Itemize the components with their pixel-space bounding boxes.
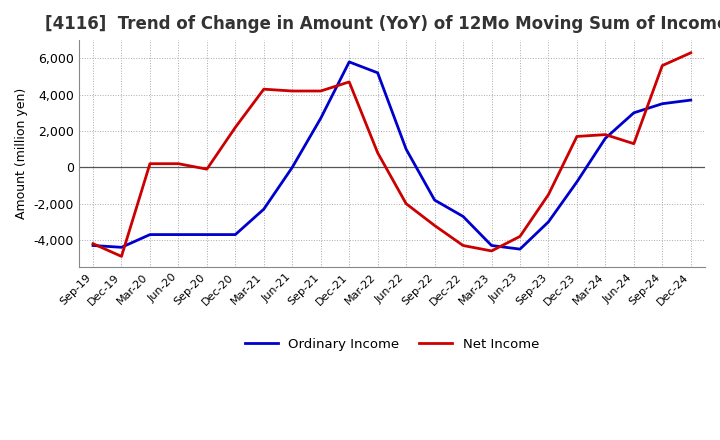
- Net Income: [231, 125, 240, 130]
- Net Income: [174, 161, 183, 166]
- Net Income: [316, 88, 325, 94]
- Ordinary Income: [259, 206, 268, 212]
- Net Income: [374, 150, 382, 155]
- Net Income: [544, 192, 553, 197]
- Net Income: [601, 132, 610, 137]
- Ordinary Income: [117, 245, 126, 250]
- Ordinary Income: [544, 219, 553, 224]
- Ordinary Income: [629, 110, 638, 115]
- Net Income: [658, 63, 667, 68]
- Ordinary Income: [202, 232, 211, 237]
- Net Income: [402, 201, 410, 206]
- Ordinary Income: [459, 214, 467, 219]
- Ordinary Income: [288, 165, 297, 170]
- Net Income: [686, 50, 695, 55]
- Legend: Ordinary Income, Net Income: Ordinary Income, Net Income: [240, 333, 544, 356]
- Net Income: [487, 248, 496, 253]
- Ordinary Income: [145, 232, 154, 237]
- Ordinary Income: [231, 232, 240, 237]
- Ordinary Income: [374, 70, 382, 76]
- Ordinary Income: [431, 198, 439, 203]
- Net Income: [459, 243, 467, 248]
- Net Income: [288, 88, 297, 94]
- Net Income: [145, 161, 154, 166]
- Y-axis label: Amount (million yen): Amount (million yen): [15, 88, 28, 219]
- Net Income: [259, 87, 268, 92]
- Net Income: [572, 134, 581, 139]
- Ordinary Income: [402, 147, 410, 152]
- Net Income: [89, 241, 97, 246]
- Net Income: [431, 223, 439, 228]
- Net Income: [345, 79, 354, 84]
- Line: Net Income: Net Income: [93, 53, 690, 257]
- Line: Ordinary Income: Ordinary Income: [93, 62, 690, 249]
- Ordinary Income: [686, 97, 695, 103]
- Ordinary Income: [316, 116, 325, 121]
- Ordinary Income: [89, 243, 97, 248]
- Ordinary Income: [516, 246, 524, 252]
- Net Income: [202, 166, 211, 172]
- Ordinary Income: [658, 101, 667, 106]
- Ordinary Income: [345, 59, 354, 65]
- Ordinary Income: [174, 232, 183, 237]
- Title: [4116]  Trend of Change in Amount (YoY) of 12Mo Moving Sum of Incomes: [4116] Trend of Change in Amount (YoY) o…: [45, 15, 720, 33]
- Net Income: [516, 234, 524, 239]
- Net Income: [629, 141, 638, 147]
- Ordinary Income: [601, 136, 610, 141]
- Ordinary Income: [572, 179, 581, 184]
- Ordinary Income: [487, 243, 496, 248]
- Net Income: [117, 254, 126, 259]
